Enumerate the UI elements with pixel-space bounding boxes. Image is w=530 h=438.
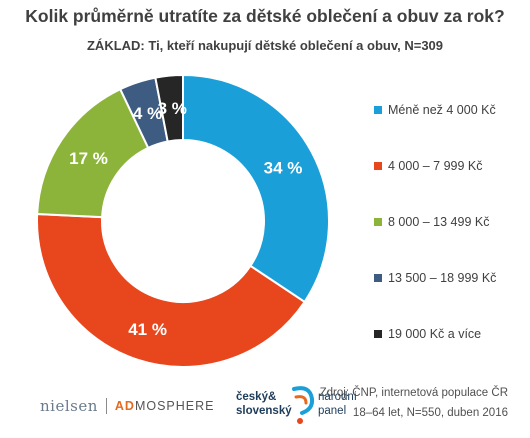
legend-label: 4 000 – 7 999 Kč — [388, 159, 483, 173]
legend-item: 13 500 – 18 999 Kč — [374, 270, 496, 290]
source-note: Zdroj: ČNP, internetová populace ČR 18–6… — [320, 383, 508, 423]
legend-label: 19 000 Kč a více — [388, 327, 482, 341]
logo-divider — [105, 398, 107, 414]
panel-logo-line4: panel — [318, 405, 346, 417]
footer-logos: nielsen ADMOSPHERE — [40, 397, 214, 415]
legend-label: 8 000 – 13 499 Kč — [388, 215, 490, 229]
panel-logo-line3: národní — [318, 391, 356, 403]
panel-logo-line1: český& — [236, 391, 276, 403]
donut-slice — [154, 73, 184, 143]
nielsen-logo: nielsen — [40, 397, 98, 415]
legend-swatch — [374, 162, 382, 170]
slice-label: 4 % — [133, 104, 162, 123]
donut-slice — [36, 213, 306, 368]
slice-label: 3 % — [158, 99, 187, 118]
panel-logo-swoosh — [292, 386, 315, 415]
source-line: Zdroj: ČNP, internetová populace ČR — [319, 387, 508, 399]
legend-swatch — [374, 106, 382, 114]
chart-subtitle: ZÁKLAD: Ti, kteří nakupují dětské obleče… — [86, 38, 444, 53]
legend-label: Méně než 4 000 Kč — [388, 103, 496, 117]
legend-swatch — [374, 274, 382, 282]
donut-slice — [182, 73, 330, 304]
source-line: 18–64 let, N=550, duben 2016 — [352, 407, 508, 419]
legend: Méně než 4 000 Kč 4 000 – 7 999 Kč 8 000… — [374, 102, 496, 382]
legend-swatch — [374, 330, 382, 338]
legend-item: 19 000 Kč a více — [374, 326, 496, 346]
admosphere-logo: ADMOSPHERE — [114, 399, 215, 413]
chart-title: Kolik průměrně utratíte za dětské obleče… — [25, 6, 505, 26]
legend-item: Méně než 4 000 Kč — [374, 102, 496, 122]
legend-item: 4 000 – 7 999 Kč — [374, 158, 496, 178]
slice-label: 17 % — [69, 149, 108, 168]
slice-label: 34 % — [264, 158, 303, 177]
legend-item: 8 000 – 13 499 Kč — [374, 214, 496, 234]
slice-label: 41 % — [128, 320, 167, 339]
panel-logo-line2: slovenský — [236, 405, 292, 417]
donut-chart: 34 % 41 % 17 % 4 %3 % — [36, 73, 330, 368]
narodni-panel-logo: český& slovenský národní panel — [236, 386, 356, 424]
legend-label: 13 500 – 18 999 Kč — [388, 271, 497, 285]
legend-swatch — [374, 218, 382, 226]
